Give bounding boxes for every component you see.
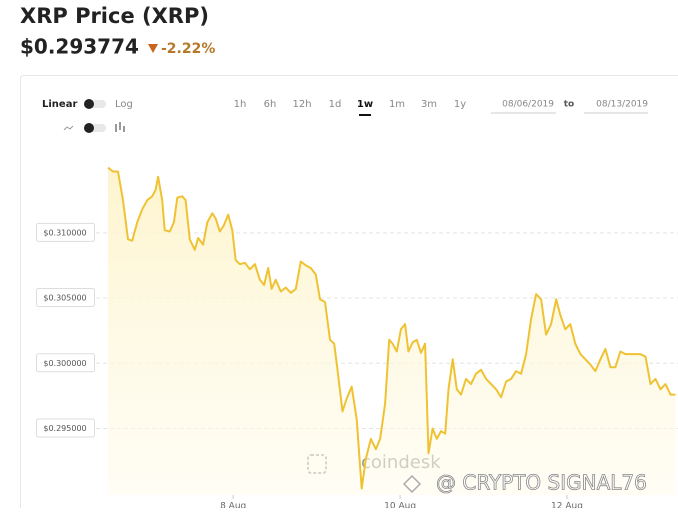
watermark-text: @ CRYPTO SIGNAL76 (436, 471, 647, 495)
down-arrow (148, 44, 158, 53)
range-button[interactable]: 1m (389, 99, 405, 110)
x-tick-label: 12 Aug (551, 502, 583, 509)
scale-log[interactable]: Log (115, 99, 133, 110)
price: $0.293774 (20, 35, 139, 59)
toggle-knob (84, 99, 94, 109)
range-button[interactable]: 1w (357, 99, 373, 110)
y-tick-label: $0.300000 (43, 359, 86, 368)
x-tick-label: 10 Aug (384, 502, 416, 509)
range-button[interactable]: 1y (454, 99, 466, 110)
range-button[interactable]: 1h (234, 99, 247, 110)
date-from[interactable]: 08/06/2019 (502, 100, 554, 110)
title: XRP Price (XRP) (20, 4, 209, 28)
range-button[interactable]: 1d (329, 99, 342, 110)
date-separator: to (564, 100, 575, 110)
y-tick-label: $0.305000 (43, 294, 86, 303)
range-button[interactable]: 12h (292, 99, 311, 110)
date-to[interactable]: 08/13/2019 (596, 100, 648, 110)
scale-linear[interactable]: Linear (42, 99, 77, 110)
y-tick-label: $0.295000 (43, 424, 86, 433)
price-change: -2.22% (161, 41, 215, 57)
toggle-knob (84, 123, 94, 133)
range-button[interactable]: 6h (264, 99, 277, 110)
range-button[interactable]: 3m (421, 99, 437, 110)
x-tick-label: 8 Aug (220, 502, 246, 509)
y-tick-label: $0.310000 (43, 228, 86, 237)
